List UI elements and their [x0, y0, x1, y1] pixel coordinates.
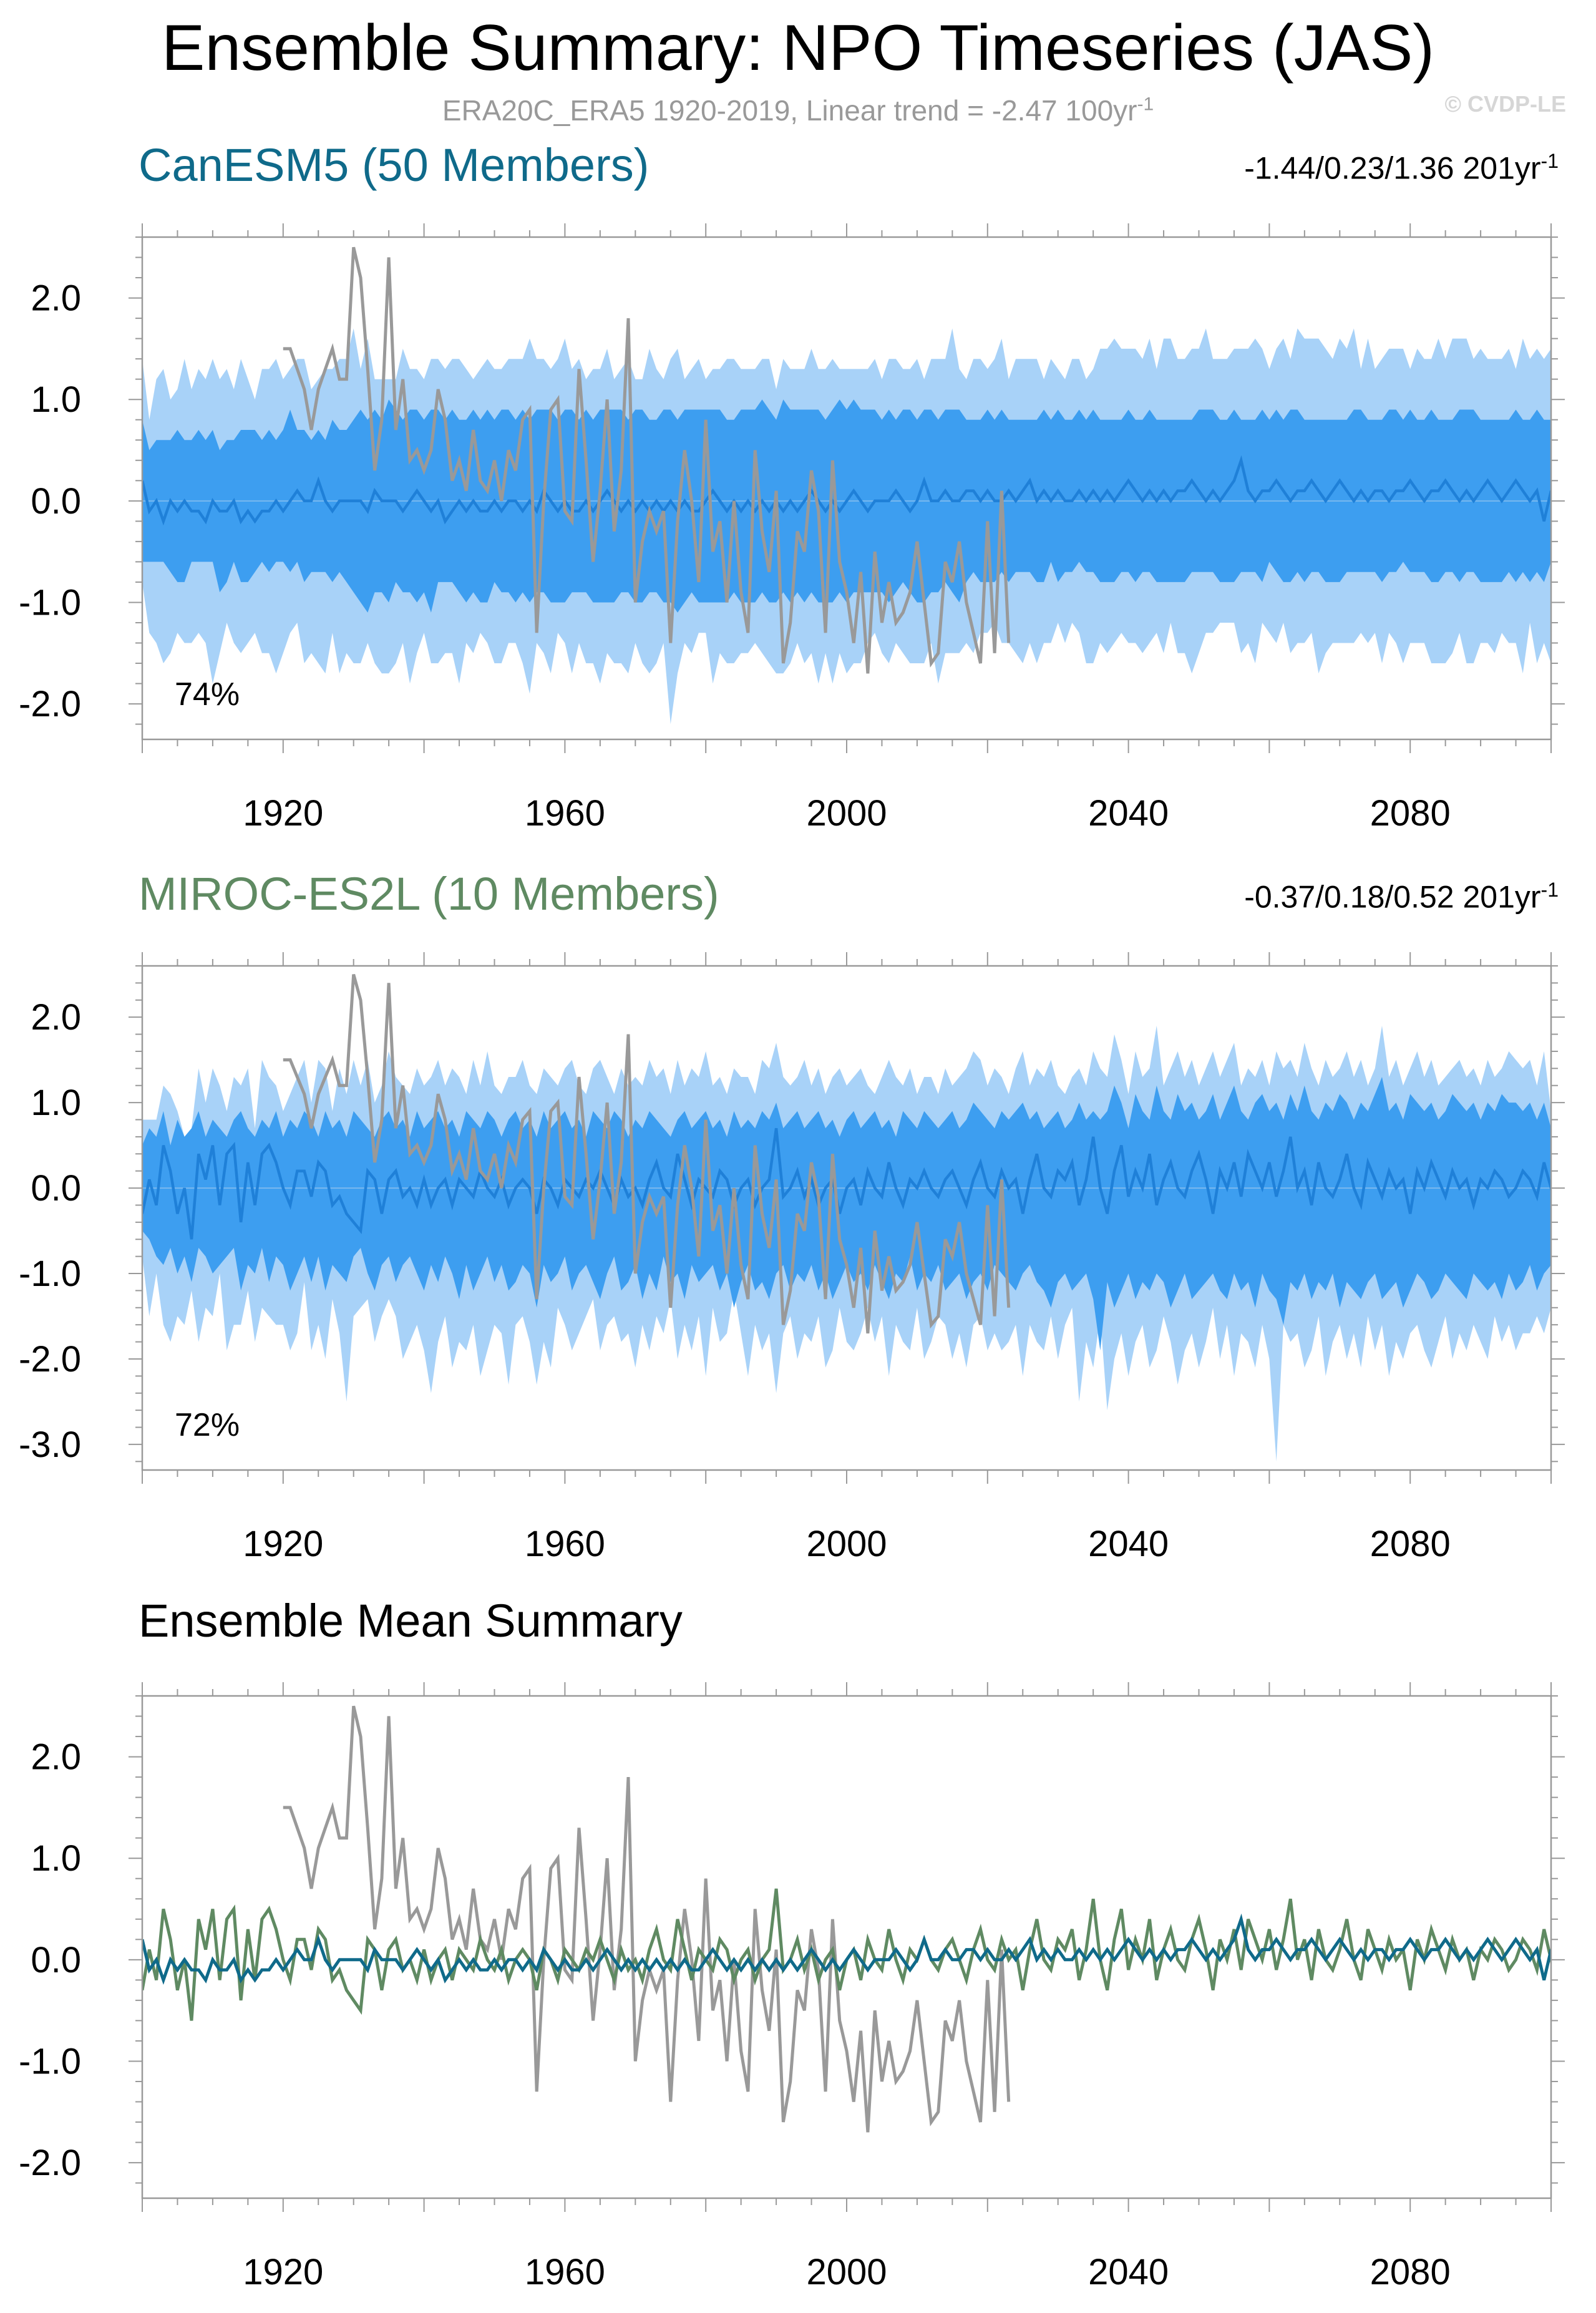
percent-label: 72% [175, 1407, 240, 1443]
plot-area [142, 974, 1551, 1462]
percent-label: 74% [175, 676, 240, 713]
y-tick-label: -1.0 [19, 582, 81, 623]
x-tick-label: 1960 [525, 1524, 605, 1564]
panel1-trend: -1.44/0.23/1.36 201yr-1 [1244, 150, 1559, 187]
x-tick-label: 2080 [1370, 793, 1451, 834]
ensemble-range-inner [142, 1077, 1551, 1351]
x-tick-label: 2040 [1088, 793, 1169, 834]
subtitle-text: ERA20C_ERA5 1920-2019, Linear trend = -2… [442, 94, 1137, 127]
chart-panel-1: 1920 1960 2000 2040 2080 2.0 1.0 0.0 -1.0 -2.0 74% [19, 223, 1565, 834]
x-tick-label: 1960 [525, 793, 605, 834]
x-tick-label: 2000 [806, 2252, 887, 2292]
y-tick-label: 1.0 [31, 1083, 81, 1123]
watermark: © CVDP-LE [1444, 91, 1566, 117]
observed-line [283, 246, 1011, 674]
panel2-trend: -0.37/0.18/0.52 201yr-1 [1244, 879, 1559, 915]
y-tick-label: -1.0 [19, 2041, 81, 2082]
x-tick-label: 2040 [1088, 1524, 1169, 1564]
y-tick-label: 0.0 [31, 481, 81, 522]
x-tick-label: 2000 [806, 1524, 887, 1564]
y-tick-label: 0.0 [31, 1940, 81, 1980]
panel3-title: Ensemble Mean Summary [139, 1595, 683, 1647]
y-tick-label: -1.0 [19, 1254, 81, 1294]
y-tick-label: -3.0 [19, 1424, 81, 1465]
ensemble-range-inner [142, 399, 1551, 613]
panel2-trend-sup: -1 [1540, 879, 1559, 901]
y-tick-label: -2.0 [19, 684, 81, 724]
ensemble-mean-line [142, 455, 1551, 526]
figure-subtitle: ERA20C_ERA5 1920-2019, Linear trend = -2… [0, 94, 1596, 127]
observed-line [283, 974, 1011, 1334]
subtitle-superscript: -1 [1137, 94, 1154, 115]
ensemble-mean-line [142, 1127, 1551, 1240]
y-tick-label: 2.0 [31, 997, 81, 1038]
panel2-trend-text: -0.37/0.18/0.52 201yr [1244, 879, 1541, 915]
figure-title: Ensemble Summary: NPO Timeseries (JAS) [161, 12, 1435, 84]
y-tick-label: 1.0 [31, 379, 81, 420]
x-tick-label: 1920 [243, 1524, 323, 1564]
y-tick-label: -2.0 [19, 2143, 81, 2183]
y-tick-label: 2.0 [31, 278, 81, 319]
chart-panel-3: 1920 1960 2000 2040 2080 2.0 1.0 0.0 -1.0 -2.0 [19, 1682, 1565, 2292]
canesm5-ensemble-mean-line [142, 1913, 1551, 1985]
y-tick-label: -2.0 [19, 1339, 81, 1380]
x-tick-label: 2000 [806, 793, 887, 834]
miroc-ensemble-mean-line [142, 1888, 1551, 2021]
panel2-title: MIROC-ES2L (10 Members) [139, 868, 719, 920]
plot-area [142, 1705, 1551, 2133]
panel1-trend-sup: -1 [1540, 150, 1559, 172]
x-tick-label: 1920 [243, 2252, 323, 2292]
x-tick-label: 1920 [243, 793, 323, 834]
y-tick-label: 0.0 [31, 1168, 81, 1209]
chart-panel-2: 1920 1960 2000 2040 2080 2.0 1.0 0.0 -1.0 -2.0 -3.… [19, 952, 1565, 1564]
panel1-title: CanESM5 (50 Members) [139, 139, 650, 191]
x-tick-label: 1960 [525, 2252, 605, 2292]
observed-line [283, 1705, 1011, 2133]
x-tick-label: 2080 [1370, 1524, 1451, 1564]
y-tick-label: 2.0 [31, 1737, 81, 1778]
y-tick-label: 1.0 [31, 1838, 81, 1879]
x-tick-label: 2040 [1088, 2252, 1169, 2292]
plot-area [142, 246, 1551, 724]
panel1-trend-text: -1.44/0.23/1.36 201yr [1244, 150, 1541, 186]
x-tick-label: 2080 [1370, 2252, 1451, 2292]
